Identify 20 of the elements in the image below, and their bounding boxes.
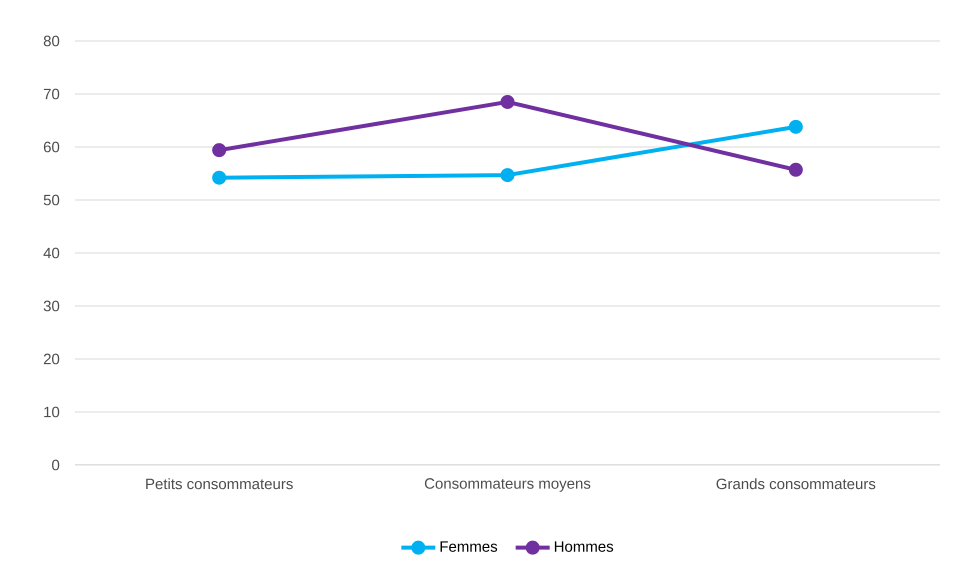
y-tick-label: 0 [52,460,60,470]
y-tick-label: 30 [44,300,60,312]
legend-label: Hommes [554,541,614,552]
y-tick-label: 10 [44,406,60,418]
y-tick-label: 70 [44,88,60,100]
y-tick-label: 50 [44,194,60,206]
point [212,143,226,158]
x-tick-label: Petits consommateurs [146,478,293,490]
point [500,168,515,182]
legend-label: Femmes [440,541,498,552]
x-tick-label: Consommateurs moyens [424,478,590,492]
point [500,94,515,109]
x-tick-label: Grands consommateurs [716,478,876,490]
point [788,162,803,177]
y-tick-label: 80 [44,36,60,46]
y-tick-label: 60 [44,142,60,152]
y-tick-label: 20 [44,354,60,364]
point [788,120,803,134]
point [212,170,226,185]
y-tick-label: 40 [43,248,60,258]
